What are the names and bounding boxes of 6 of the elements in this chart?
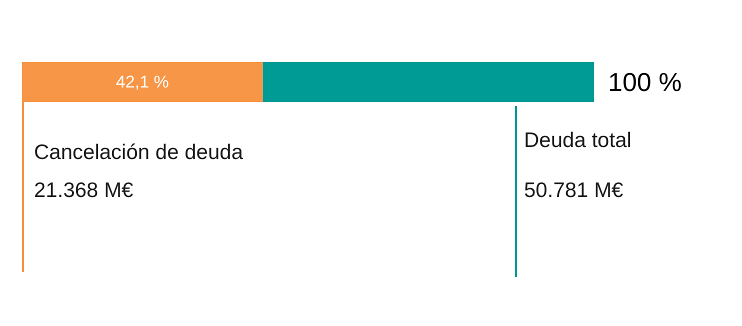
text: Deuda total	[524, 129, 632, 152]
total-label: 100 %	[608, 67, 682, 97]
text: Cancelación de deuda	[34, 141, 244, 164]
text: 21.368 M€	[34, 179, 134, 202]
data-label: 42,1 %	[116, 72, 169, 92]
text: 50.781 M€	[524, 179, 624, 202]
